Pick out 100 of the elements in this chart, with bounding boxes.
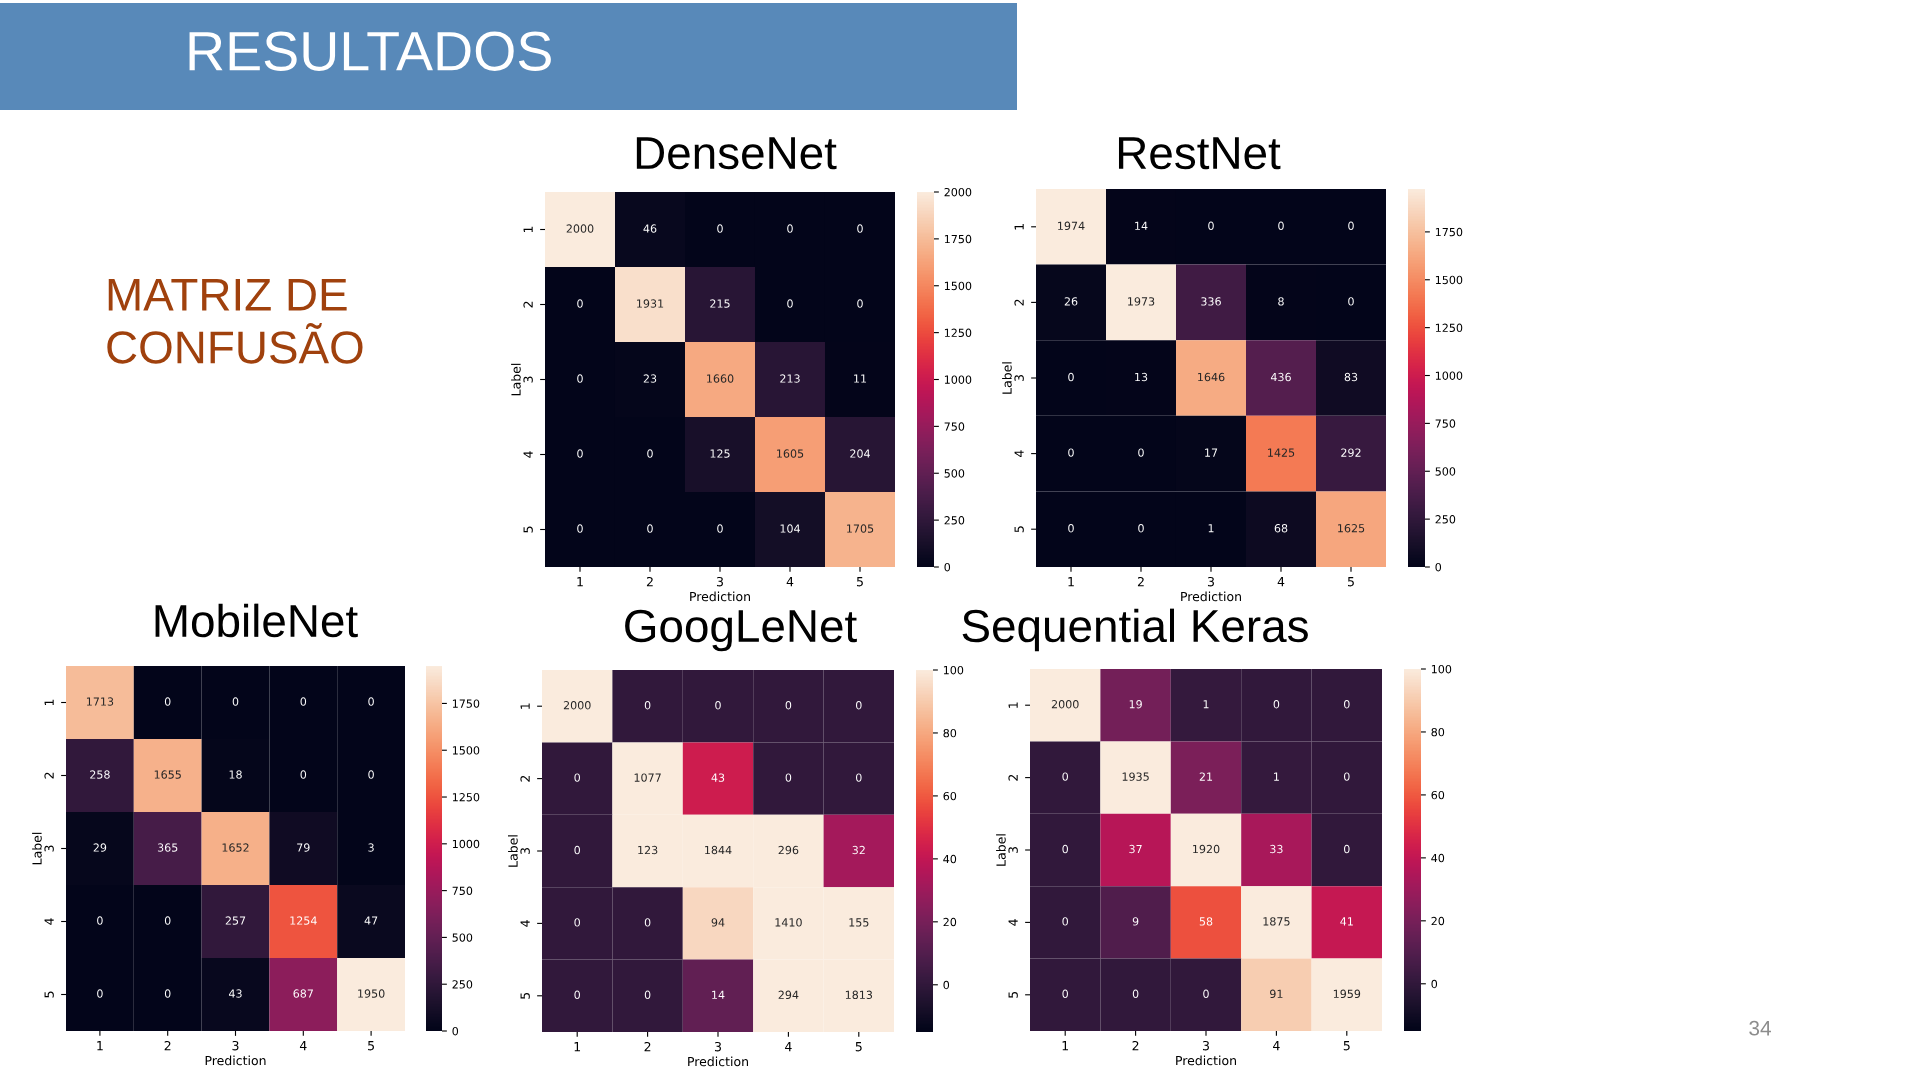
color-bar-label: 250 — [1435, 515, 1456, 524]
data-label: 436 — [1270, 372, 1291, 382]
data-label: 204 — [850, 449, 870, 458]
data-label: 0 — [232, 697, 239, 706]
color-bar-label: 100 — [943, 665, 964, 675]
data-label: 0 — [1062, 917, 1068, 926]
data-label: 0 — [1278, 221, 1284, 231]
data-label: 0 — [164, 989, 171, 998]
x-axis-title: Prediction — [690, 591, 750, 602]
data-label: 336 — [1201, 297, 1221, 306]
data-label: 0 — [856, 701, 862, 710]
chart-title: RestNet — [1118, 137, 1281, 170]
data-label: 0 — [647, 449, 653, 458]
data-label: 0 — [1062, 772, 1068, 781]
data-label: 91 — [1270, 989, 1283, 999]
x-tick-label: 5 — [856, 577, 863, 587]
data-label: 0 — [1062, 844, 1068, 854]
data-label: 0 — [1208, 221, 1214, 231]
color-bar-label: 0 — [943, 980, 950, 990]
data-label: 11 — [854, 374, 867, 383]
data-label: 0 — [1344, 700, 1350, 709]
y-tick-label: 1 — [1008, 702, 1018, 708]
y-tick-label: 3 — [44, 845, 54, 852]
x-axis-title: Prediction — [1176, 1055, 1236, 1066]
data-label: 213 — [780, 374, 800, 383]
color-bar-label: 1750 — [944, 234, 972, 244]
data-label: 0 — [368, 770, 374, 779]
data-label: 13 — [1135, 372, 1148, 382]
data-label: 0 — [577, 299, 583, 308]
data-label: 33 — [1270, 844, 1283, 854]
y-tick-label: 3 — [1014, 375, 1024, 382]
data-label: 687 — [293, 989, 313, 998]
y-tick-label: 1 — [1014, 223, 1024, 230]
data-label: 0 — [1348, 221, 1354, 231]
data-label: 0 — [1203, 989, 1209, 999]
data-label: 1652 — [222, 843, 249, 852]
color-bar-label: 1500 — [452, 746, 480, 755]
data-label: 1 — [1208, 524, 1214, 533]
x-tick-label: 2 — [644, 1041, 651, 1052]
x-axis-title: Prediction — [205, 1055, 266, 1066]
data-label: 0 — [787, 224, 793, 233]
x-tick-label: 2 — [1132, 1040, 1139, 1051]
data-label: 0 — [577, 449, 583, 458]
data-label: 37 — [1129, 844, 1142, 854]
color-bar-label: 80 — [1431, 727, 1445, 737]
data-label: 47 — [364, 916, 378, 925]
data-label: 0 — [300, 697, 307, 706]
data-label: 0 — [1068, 448, 1074, 457]
y-tick-label: 1 — [520, 703, 530, 709]
data-label: 32 — [852, 845, 865, 855]
x-tick-label: 5 — [1347, 577, 1354, 587]
data-label: 0 — [1068, 524, 1074, 533]
data-label: 83 — [1344, 372, 1358, 382]
data-label: 0 — [97, 916, 103, 925]
data-label: 1935 — [1122, 772, 1149, 781]
x-axis-title: Prediction — [1181, 591, 1241, 602]
data-label: 1813 — [845, 990, 873, 1000]
y-tick-label: 4 — [523, 451, 533, 458]
y-tick-label: 2 — [520, 775, 530, 782]
data-label: 1254 — [290, 916, 317, 925]
color-bar-label: 1000 — [1435, 371, 1463, 380]
y-tick-label: 2 — [1008, 774, 1018, 781]
data-label: 79 — [297, 843, 310, 852]
data-label: 0 — [856, 773, 862, 782]
y-tick-label: 2 — [44, 772, 54, 779]
data-label: 1605 — [777, 449, 804, 458]
text: RESULTADOS — [189, 31, 551, 71]
color-bar-label: 1250 — [1435, 323, 1463, 333]
y-tick-label: 4 — [520, 920, 530, 927]
data-label: 19 — [1129, 700, 1142, 709]
data-label: 0 — [1344, 772, 1350, 781]
x-tick-label: 1 — [574, 1042, 581, 1052]
data-label: 0 — [644, 701, 651, 710]
data-label: 1 — [1203, 700, 1209, 709]
data-label: 0 — [785, 701, 792, 710]
x-tick-label: 1 — [97, 1041, 103, 1051]
y-axis-title: Label — [511, 363, 521, 396]
data-label: 8 — [1278, 297, 1284, 306]
data-label: 1974 — [1058, 221, 1085, 231]
color-bar-label: 60 — [943, 791, 957, 801]
x-tick-label: 4 — [299, 1041, 307, 1051]
y-axis-title: Label — [996, 834, 1006, 866]
data-label: 0 — [717, 524, 723, 533]
data-label: 0 — [1138, 448, 1144, 457]
data-label: 0 — [857, 224, 863, 233]
data-label: 43 — [228, 989, 242, 998]
data-label: 1844 — [705, 845, 732, 855]
data-label: 0 — [644, 990, 651, 1000]
data-label: 292 — [1341, 448, 1361, 457]
x-tick-label: 2 — [164, 1040, 171, 1051]
data-label: 0 — [1068, 372, 1074, 382]
color-bar-label: 750 — [944, 422, 965, 431]
x-tick-label: 3 — [716, 576, 723, 587]
data-label: 125 — [710, 449, 730, 458]
y-tick-label: 5 — [1008, 991, 1018, 998]
y-axis-title: Label — [32, 832, 42, 865]
data-label: 0 — [717, 224, 723, 233]
data-label: 296 — [778, 845, 799, 855]
data-label: 155 — [849, 918, 869, 927]
data-label: 0 — [164, 697, 171, 706]
